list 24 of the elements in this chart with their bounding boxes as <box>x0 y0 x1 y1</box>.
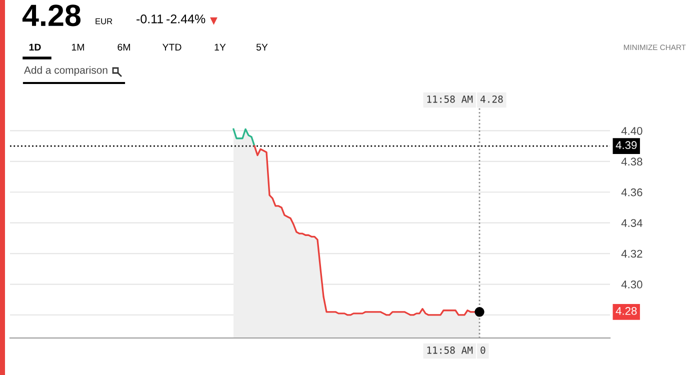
text: 5Y <box>256 44 268 51</box>
annotation: 4.28 <box>480 95 503 103</box>
y-tick-label: 4.32 <box>621 250 642 258</box>
y-tick-label: 4.34 <box>621 219 642 227</box>
text: YTD <box>162 44 182 51</box>
text: -0.11 <box>136 14 163 24</box>
ref-line-label: 4.39 <box>616 141 637 150</box>
y-tick-label: 4.40 <box>621 126 642 135</box>
y-tick-label: 4.38 <box>621 158 642 166</box>
text: ▼ <box>210 17 218 25</box>
text: -2.44% <box>166 14 206 24</box>
y-tick-label: 4.30 <box>621 280 642 288</box>
text: 11:58 AM <box>427 346 473 354</box>
y-tick-label: 4.36 <box>621 188 642 196</box>
text: 0 <box>480 346 486 354</box>
text: 1Y <box>214 44 226 51</box>
annotation: 11:58 AM <box>427 95 473 103</box>
text: 1D <box>29 44 41 51</box>
text: Add a comparison <box>24 66 108 76</box>
text: 1M <box>72 44 84 51</box>
text: 4.28 <box>22 4 81 26</box>
text: 6M <box>118 44 130 51</box>
text: EUR <box>96 18 112 24</box>
text: 4.28 <box>616 307 637 315</box>
